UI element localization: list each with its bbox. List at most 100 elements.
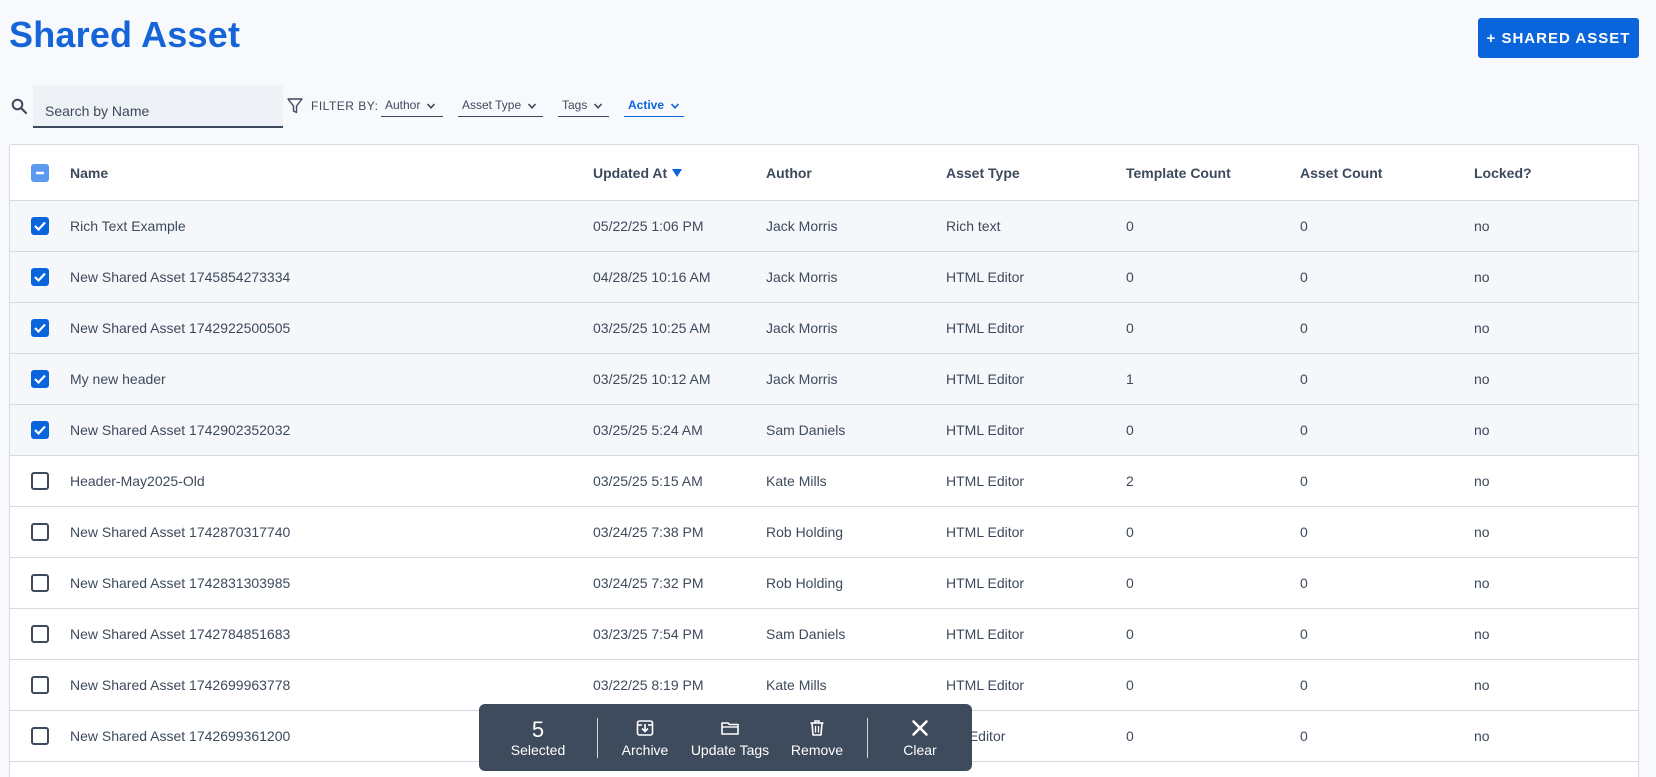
table-row[interactable]: New Shared Asset 1745854273334 04/28/25 1… [10, 252, 1638, 303]
select-all-checkbox[interactable] [31, 164, 49, 182]
row-checkbox[interactable] [31, 421, 49, 439]
row-locked: no [1474, 575, 1490, 591]
row-updated-at: 03/25/25 10:25 AM [593, 320, 711, 336]
row-name[interactable]: New Shared Asset 1742902352032 [70, 422, 291, 438]
row-checkbox[interactable] [31, 676, 49, 694]
row-author: Jack Morris [766, 269, 838, 285]
chevron-down-icon [427, 103, 436, 109]
checkmark-icon [34, 272, 46, 282]
archive-button[interactable]: Archive [607, 704, 683, 771]
table-row[interactable]: New Shared Asset 1742699963778 03/22/25 8… [10, 660, 1638, 711]
row-name[interactable]: New Shared Asset 1745854273334 [70, 269, 291, 285]
row-locked: no [1474, 677, 1490, 693]
filter-author-label: Author [385, 98, 421, 112]
clear-selection-button[interactable]: Clear [877, 704, 963, 771]
row-updated-at: 03/24/25 7:38 PM [593, 524, 704, 540]
row-asset-count: 0 [1300, 218, 1308, 234]
table-row[interactable]: New Shared Asset 1742922500505 03/25/25 1… [10, 303, 1638, 354]
minus-icon [36, 171, 44, 175]
row-template-count: 0 [1126, 626, 1134, 642]
row-asset-count: 0 [1300, 422, 1308, 438]
row-name[interactable]: New Shared Asset 1742699963778 [70, 677, 291, 693]
row-asset-type: HTML Editor [946, 524, 1025, 540]
row-author: Sam Daniels [766, 626, 846, 642]
row-updated-at: 03/24/25 7:32 PM [593, 575, 704, 591]
page-title: Shared Asset [9, 14, 241, 55]
row-asset-count: 0 [1300, 728, 1308, 744]
table-header-row: Name Updated At Author Asset Type Templa… [10, 145, 1638, 201]
row-name[interactable]: My new header [70, 371, 166, 387]
row-checkbox[interactable] [31, 574, 49, 592]
checkmark-icon [34, 221, 46, 231]
remove-button[interactable]: Remove [779, 704, 855, 771]
row-checkbox[interactable] [31, 217, 49, 235]
row-name[interactable]: Rich Text Example [70, 218, 186, 234]
filter-author-dropdown[interactable]: Author [381, 96, 443, 117]
row-asset-count: 0 [1300, 575, 1308, 591]
table-row[interactable]: New Shared Asset 1742831303985 03/24/25 7… [10, 558, 1638, 609]
row-updated-at: 03/23/25 7:54 PM [593, 626, 704, 642]
row-checkbox[interactable] [31, 268, 49, 286]
row-name[interactable]: New Shared Asset 1742870317740 [70, 524, 291, 540]
filter-by-label: FILTER BY: [311, 99, 379, 113]
update-tags-button[interactable]: Update Tags [685, 704, 775, 771]
row-template-count: 0 [1126, 320, 1134, 336]
checkmark-icon [34, 425, 46, 435]
chevron-down-icon [670, 103, 680, 109]
row-author: Jack Morris [766, 218, 838, 234]
column-header-asset-count[interactable]: Asset Count [1300, 164, 1383, 181]
filter-tags-label: Tags [562, 98, 588, 112]
row-asset-count: 0 [1300, 320, 1308, 336]
column-header-updated-at-label: Updated At [593, 164, 668, 181]
row-name[interactable]: New Shared Asset 1742699361200 [70, 728, 291, 744]
shared-asset-table: Name Updated At Author Asset Type Templa… [9, 144, 1639, 777]
row-asset-type: HTML Editor [946, 473, 1025, 489]
column-header-locked[interactable]: Locked? [1474, 164, 1532, 181]
column-header-updated-at[interactable]: Updated At [593, 145, 683, 200]
filter-asset-type-label: Asset Type [462, 98, 522, 112]
table-row[interactable]: New Shared Asset 1742870317740 03/24/25 7… [10, 507, 1638, 558]
row-template-count: 1 [1126, 371, 1134, 387]
row-checkbox[interactable] [31, 472, 49, 490]
row-template-count: 0 [1126, 218, 1134, 234]
table-row[interactable]: Rich Text Example 05/22/25 1:06 PM Jack Mo… [10, 201, 1638, 252]
table-row[interactable]: New Shared Asset 1742784851683 03/23/25 7… [10, 609, 1638, 660]
row-locked: no [1474, 269, 1490, 285]
row-checkbox[interactable] [31, 523, 49, 541]
filter-status-dropdown[interactable]: Active [624, 96, 684, 117]
row-locked: no [1474, 473, 1490, 489]
table-row[interactable]: Header-May2025-Old 03/25/25 5:15 AM Kate M… [10, 456, 1638, 507]
trash-icon [810, 719, 824, 736]
row-asset-type: HTML Editor [946, 371, 1025, 387]
column-header-name[interactable]: Name [70, 164, 109, 181]
row-checkbox[interactable] [31, 370, 49, 388]
archive-icon [636, 719, 654, 736]
chevron-down-icon [528, 103, 537, 109]
checkmark-icon [34, 323, 46, 333]
bulk-action-bar: 5 Selected Archive Update Tags [479, 704, 972, 771]
column-header-author[interactable]: Author [766, 164, 812, 181]
table-row[interactable]: My new header 03/25/25 10:12 AM Jack Morri… [10, 354, 1638, 405]
filter-status-label: Active [628, 98, 665, 112]
row-updated-at: 05/22/25 1:06 PM [593, 218, 704, 234]
column-header-asset-type[interactable]: Asset Type [946, 164, 1020, 181]
row-template-count: 0 [1126, 269, 1134, 285]
table-row[interactable]: New Shared Asset 1742902352032 03/25/25 5… [10, 405, 1638, 456]
row-name[interactable]: New Shared Asset 1742831303985 [70, 575, 291, 591]
search-box [33, 85, 283, 128]
row-name[interactable]: New Shared Asset 1742922500505 [70, 320, 291, 336]
search-input[interactable] [33, 85, 283, 126]
row-name[interactable]: Header-May2025-Old [70, 473, 205, 489]
filter-asset-type-dropdown[interactable]: Asset Type [458, 96, 543, 117]
column-header-template-count[interactable]: Template Count [1126, 164, 1231, 181]
add-shared-asset-button[interactable]: + SHARED ASSET [1478, 18, 1639, 58]
row-template-count: 0 [1126, 422, 1134, 438]
filter-tags-dropdown[interactable]: Tags [558, 96, 609, 117]
row-checkbox[interactable] [31, 625, 49, 643]
row-name[interactable]: New Shared Asset 1742784851683 [70, 626, 291, 642]
row-checkbox[interactable] [31, 727, 49, 745]
row-author: Rob Holding [766, 524, 844, 540]
row-updated-at: 03/25/25 10:12 AM [593, 371, 711, 387]
row-checkbox[interactable] [31, 319, 49, 337]
